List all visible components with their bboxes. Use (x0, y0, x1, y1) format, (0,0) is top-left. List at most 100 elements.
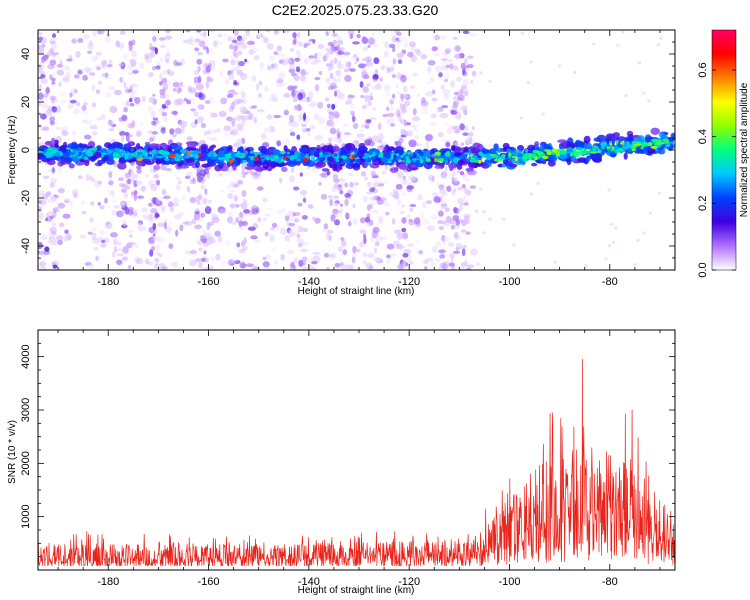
noise-blob (58, 222, 65, 228)
noise-blob (180, 58, 186, 64)
noise-blob (361, 71, 368, 79)
noise-blob (328, 254, 333, 258)
noise-blob (448, 59, 453, 63)
noise-blob (132, 211, 138, 217)
noise-blob (399, 103, 406, 111)
band-blob (136, 165, 142, 170)
noise-blob (197, 194, 203, 201)
noise-blob (224, 78, 230, 85)
noise-blob (148, 202, 153, 207)
noise-blob (92, 30, 97, 37)
noise-blob (291, 121, 299, 128)
noise-blob (283, 109, 289, 116)
noise-blob (169, 128, 175, 135)
noise-blob (144, 56, 153, 63)
noise-blob (237, 50, 243, 56)
noise-blob (265, 254, 271, 259)
noise-blob (433, 99, 437, 103)
noise-blob (152, 223, 157, 230)
noise-blob (159, 88, 165, 96)
noise-blob (49, 38, 56, 45)
noise-blob (448, 218, 455, 225)
noise-blob (366, 191, 372, 195)
noise-blob (223, 33, 228, 38)
noise-blob (400, 93, 404, 102)
noise-blob (158, 108, 166, 114)
noise-blob (96, 116, 102, 121)
band-blob (38, 153, 42, 160)
noise-blob (347, 221, 352, 227)
band-blob (195, 160, 200, 168)
noise-blob (557, 64, 562, 68)
noise-blob (110, 232, 118, 238)
noise-blob (386, 66, 391, 74)
noise-blob (307, 57, 312, 62)
noise-blob (420, 106, 429, 114)
noise-blob (232, 49, 238, 57)
noise-blob (611, 240, 616, 244)
band-blob (550, 155, 558, 162)
noise-blob (293, 74, 300, 82)
noise-blob (344, 74, 352, 83)
noise-blob (400, 128, 407, 136)
y-tick-label: 4000 (20, 344, 32, 368)
band-core (524, 153, 532, 156)
noise-blob (308, 97, 313, 102)
noise-blob (79, 234, 87, 239)
colorbar-tick-label: 0.6 (697, 62, 709, 77)
noise-blob (383, 50, 389, 58)
noise-blob (415, 240, 422, 244)
noise-blob (197, 49, 200, 57)
noise-blob (72, 108, 81, 115)
noise-blob (300, 69, 307, 77)
noise-blob (47, 105, 53, 112)
x-tick-label: -80 (602, 576, 618, 588)
noise-blob (446, 127, 453, 135)
noise-blob (402, 175, 406, 180)
noise-blob (363, 233, 367, 239)
noise-blob (573, 70, 577, 75)
noise-blob (236, 242, 241, 248)
noise-blob (131, 177, 135, 183)
noise-blob (77, 69, 83, 75)
noise-blob (119, 30, 126, 35)
noise-blob (306, 132, 311, 137)
noise-blob (51, 42, 58, 51)
noise-blob (444, 207, 450, 213)
noise-blob (441, 235, 446, 242)
noise-blob (280, 54, 289, 61)
noise-blob (83, 66, 92, 72)
noise-blob (314, 217, 321, 224)
x-tick-label: -160 (198, 276, 220, 288)
band-core (408, 153, 414, 157)
noise-blob (352, 41, 360, 45)
noise-blob (448, 173, 454, 179)
noise-blob (208, 30, 215, 33)
snr-line (38, 359, 675, 567)
noise-blob (91, 232, 97, 240)
noise-blob (260, 35, 266, 40)
band-core (552, 148, 557, 153)
band-blob (60, 160, 67, 165)
noise-blob (161, 112, 168, 117)
noise-blob (372, 226, 380, 234)
noise-blob (288, 127, 293, 133)
band-blob (136, 143, 141, 149)
noise-blob (607, 244, 612, 248)
band-core (606, 145, 612, 149)
noise-blob (329, 72, 334, 80)
noise-blob (240, 109, 247, 114)
noise-blob (327, 65, 332, 72)
band-blob (451, 145, 456, 151)
noise-blob (64, 229, 69, 234)
band-blob (565, 147, 574, 153)
noise-blob (274, 258, 278, 266)
noise-blob (194, 224, 203, 230)
noise-blob (235, 217, 240, 223)
noise-blob (161, 266, 168, 270)
noise-blob (293, 85, 298, 89)
noise-blob (77, 38, 84, 43)
noise-blob (354, 182, 359, 186)
noise-blob (197, 65, 201, 73)
